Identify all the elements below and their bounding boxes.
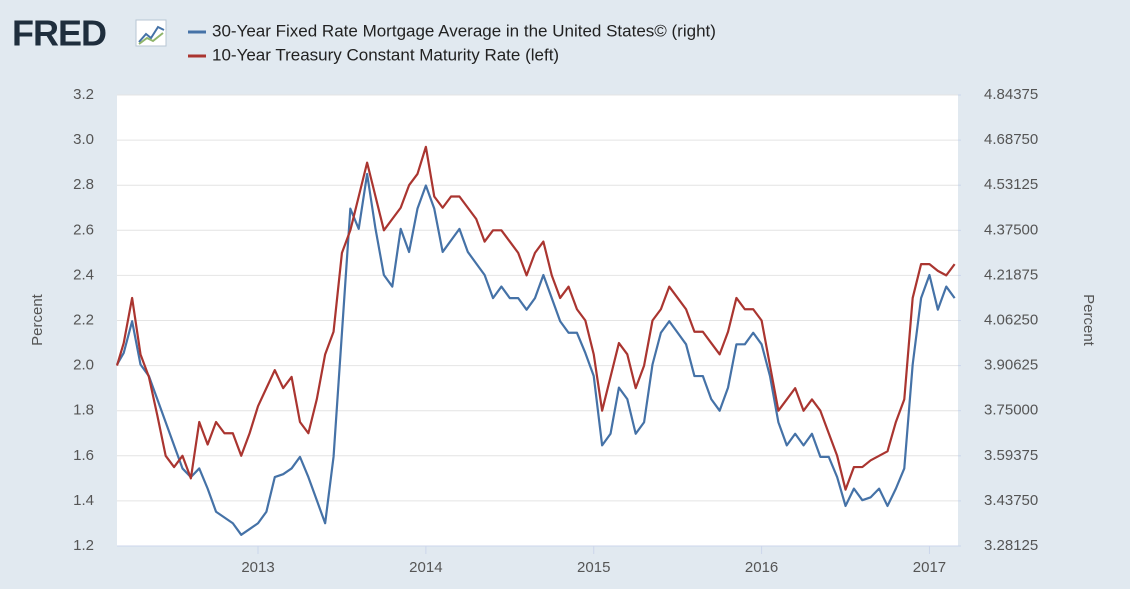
x-tick-label: 2013 xyxy=(241,559,274,576)
y-tick-label: 1.6 xyxy=(73,447,94,464)
y-tick-label: 3.0 xyxy=(73,131,94,148)
y2-tick-label: 3.28125 xyxy=(984,537,1038,554)
series-line xyxy=(116,172,956,536)
y2-tick-label: 4.37500 xyxy=(984,221,1038,238)
y-tick-label: 2.4 xyxy=(73,266,94,283)
y2-tick-label: 4.53125 xyxy=(984,176,1038,193)
y2-tick-label: 3.90625 xyxy=(984,357,1038,374)
y-axis-title: Percent xyxy=(29,293,46,346)
logo: FRED xyxy=(12,13,106,54)
y-tick-label: 2.6 xyxy=(73,221,94,238)
logo-icon xyxy=(135,19,167,47)
y2-tick-label: 4.68750 xyxy=(984,131,1038,148)
legend-label: 30-Year Fixed Rate Mortgage Average in t… xyxy=(212,21,716,40)
y-tick-label: 1.2 xyxy=(73,537,94,554)
y-tick-label: 2.2 xyxy=(73,311,94,328)
y-tick-label: 1.8 xyxy=(73,402,94,419)
x-tick-label: 2014 xyxy=(409,559,442,576)
y2-tick-label: 4.21875 xyxy=(984,266,1038,283)
y2-tick-label: 4.06250 xyxy=(984,311,1038,328)
y2-tick-label: 4.84375 xyxy=(984,86,1038,103)
y2-tick-label: 3.75000 xyxy=(984,402,1038,419)
y-tick-label: 3.2 xyxy=(73,86,94,103)
y2-tick-label: 3.59375 xyxy=(984,447,1038,464)
legend-label: 10-Year Treasury Constant Maturity Rate … xyxy=(212,45,559,64)
y2-axis-title: Percent xyxy=(1080,294,1097,347)
y2-tick-label: 3.43750 xyxy=(984,492,1038,509)
y-tick-label: 2.8 xyxy=(73,176,94,193)
x-tick-label: 2016 xyxy=(745,559,778,576)
series-line xyxy=(115,145,956,491)
y-tick-label: 1.4 xyxy=(73,492,94,509)
y-tick-label: 2.0 xyxy=(73,357,94,374)
x-tick-label: 2015 xyxy=(577,559,610,576)
x-tick-label: 2017 xyxy=(913,559,946,576)
